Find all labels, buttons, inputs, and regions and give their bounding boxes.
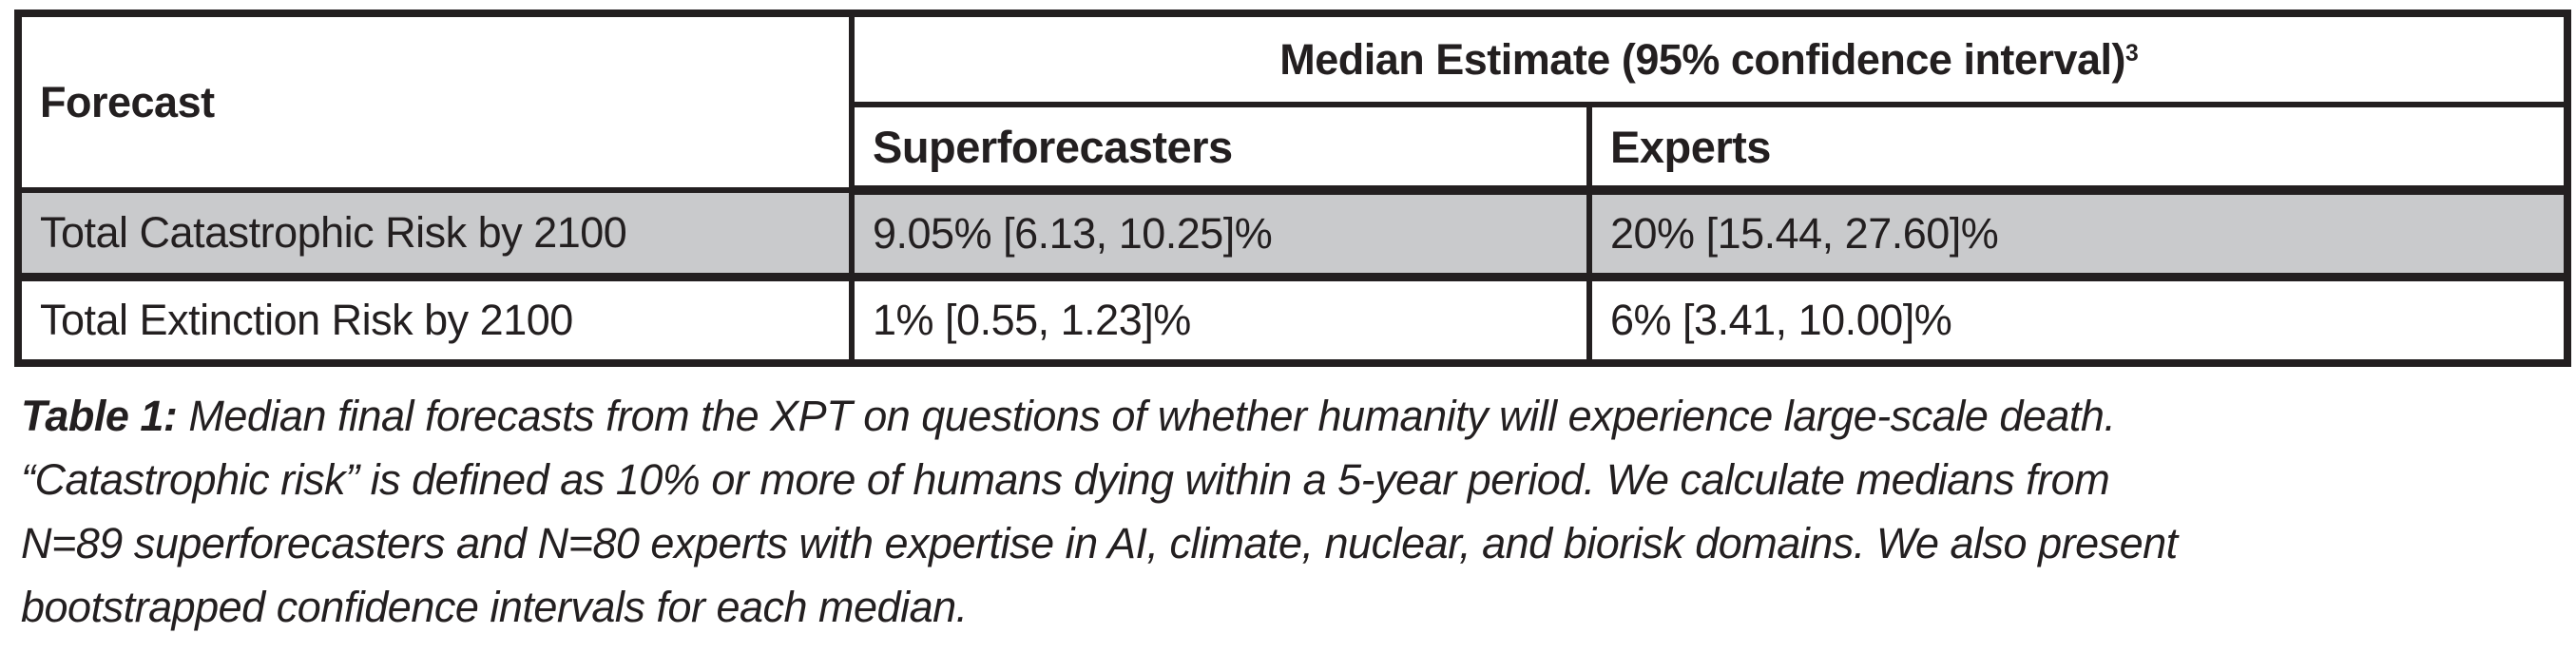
caption-text: N=89 superforecasters and N=80 experts w…: [21, 519, 2178, 567]
caption-label: Table 1:: [21, 392, 178, 440]
risk-forecast-table: Forecast Median Estimate (95% confidence…: [14, 10, 2571, 367]
footnote-marker: 3: [2125, 40, 2139, 67]
median-estimate-header-text: Median Estimate (95% confidence interval…: [1279, 34, 2125, 84]
median-estimate-header: Median Estimate (95% confidence interval…: [849, 10, 2570, 107]
caption-line: N=89 superforecasters and N=80 experts w…: [21, 511, 2568, 575]
experts-value-cell: 20% [15.44, 27.60]%: [1586, 187, 2570, 279]
forecast-cell: Total Catastrophic Risk by 2100: [15, 187, 855, 279]
caption-line: Table 1: Median final forecasts from the …: [21, 384, 2568, 448]
superforecasters-value-cell: 1% [0.55, 1.23]%: [849, 272, 1592, 366]
risk-forecast-table-container: Forecast Median Estimate (95% confidence…: [14, 10, 2571, 367]
forecast-cell: Total Extinction Risk by 2100: [15, 272, 855, 366]
table-row-catastrophic-risk: Total Catastrophic Risk by 2100 9.05% [6…: [15, 187, 2570, 279]
superforecasters-column-header: Superforecasters: [849, 102, 1592, 195]
caption-text: “Catastrophic risk” is defined as 10% or…: [21, 455, 2110, 504]
table-caption: Table 1: Median final forecasts from the …: [21, 384, 2568, 639]
caption-line: “Catastrophic risk” is defined as 10% or…: [21, 448, 2568, 511]
caption-line: bootstrapped confidence intervals for ea…: [21, 575, 2568, 639]
experts-column-header: Experts: [1586, 102, 2570, 195]
table-row-extinction-risk: Total Extinction Risk by 2100 1% [0.55, …: [15, 272, 2570, 366]
forecast-column-header: Forecast: [15, 10, 855, 193]
caption-text: Median final forecasts from the XPT on q…: [188, 392, 2116, 440]
experts-value-cell: 6% [3.41, 10.00]%: [1586, 272, 2570, 366]
superforecasters-value-cell: 9.05% [6.13, 10.25]%: [849, 187, 1592, 279]
caption-text: bootstrapped confidence intervals for ea…: [21, 583, 968, 631]
